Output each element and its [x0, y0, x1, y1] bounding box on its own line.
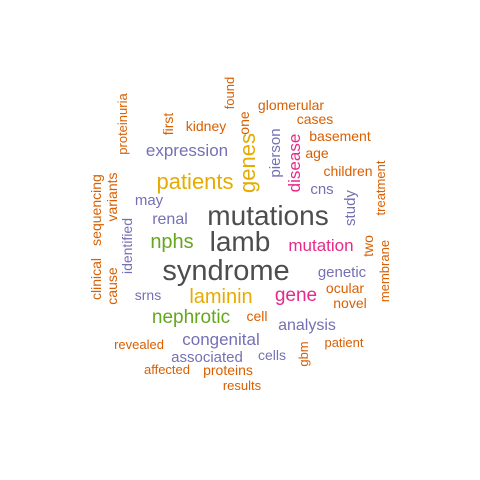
word-nephrotic: nephrotic: [152, 307, 230, 328]
word-one: one: [236, 111, 252, 135]
word-laminin: laminin: [189, 286, 252, 308]
word-identified: identified: [119, 218, 135, 274]
word-gbm: gbm: [296, 341, 311, 366]
word-kidney: kidney: [186, 118, 226, 134]
word-lamb: lamb: [210, 226, 271, 257]
word-cells: cells: [258, 347, 286, 363]
word-renal: renal: [152, 211, 188, 228]
word-cns: cns: [310, 181, 333, 198]
word-treatment: treatment: [373, 160, 388, 215]
word-pierson: pierson: [267, 128, 284, 177]
word-disease: disease: [285, 134, 304, 193]
word-analysis: analysis: [278, 317, 336, 334]
word-glomerular: glomerular: [258, 97, 324, 113]
word-mutation: mutation: [288, 236, 353, 255]
word-proteinuria: proteinuria: [115, 93, 130, 155]
word-variants: variants: [104, 172, 120, 221]
word-affected: affected: [144, 362, 190, 377]
word-genes: genes: [235, 133, 260, 193]
word-first: first: [160, 113, 176, 136]
word-cause: cause: [104, 267, 120, 305]
word-results: results: [223, 378, 262, 393]
word-associated: associated: [171, 349, 243, 366]
word-age: age: [305, 145, 329, 161]
word-revealed: revealed: [114, 337, 164, 352]
word-children: children: [323, 163, 372, 179]
word-novel: novel: [333, 295, 366, 311]
word-ocular: ocular: [326, 280, 364, 296]
word-patient: patient: [324, 335, 363, 350]
word-expression: expression: [146, 141, 228, 160]
word-cases: cases: [297, 111, 334, 127]
word-genetic: genetic: [318, 264, 367, 281]
word-study: study: [342, 190, 359, 226]
word-proteins: proteins: [203, 362, 253, 378]
word-congenital: congenital: [182, 330, 260, 349]
word-patients: patients: [156, 169, 233, 194]
word-may: may: [135, 192, 164, 209]
word-two: two: [360, 235, 376, 257]
word-syndrome: syndrome: [162, 255, 289, 287]
word-found: found: [222, 77, 237, 110]
word-nphs: nphs: [150, 231, 193, 253]
word-srns: srns: [135, 287, 161, 303]
word-membrane: membrane: [377, 240, 392, 302]
word-clinical: clinical: [88, 258, 104, 300]
word-mutations: mutations: [207, 200, 328, 231]
word-cell: cell: [246, 308, 267, 324]
word-gene: gene: [275, 285, 317, 306]
word-sequencing: sequencing: [88, 174, 104, 246]
word-basement: basement: [309, 128, 371, 144]
